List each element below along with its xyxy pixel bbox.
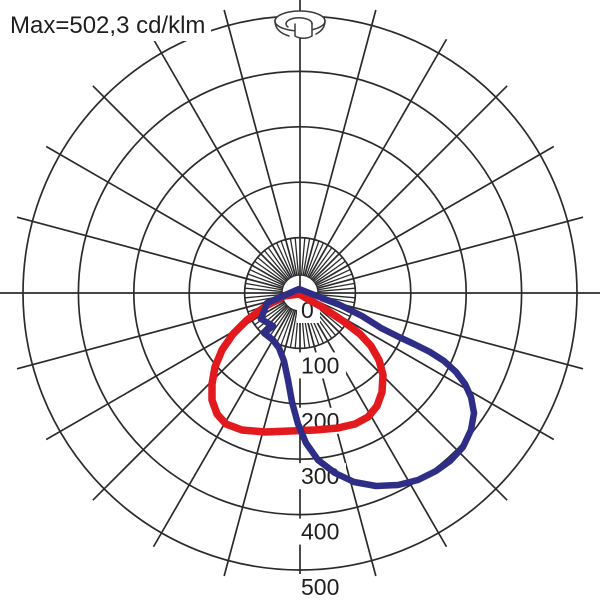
minor-spoke bbox=[275, 242, 293, 277]
major-spoke bbox=[16, 296, 283, 370]
major-spoke bbox=[152, 308, 292, 548]
blue-plane-curve bbox=[257, 285, 478, 490]
minor-spoke bbox=[307, 242, 325, 277]
major-spoke bbox=[315, 301, 555, 441]
minor-spoke bbox=[267, 247, 291, 279]
minor-spoke bbox=[316, 268, 351, 286]
major-spoke bbox=[92, 305, 288, 501]
minor-spoke bbox=[254, 260, 286, 284]
max-intensity-label: Max=502,3 cd/klm bbox=[8, 11, 212, 41]
major-spoke bbox=[317, 216, 584, 290]
major-spoke bbox=[16, 216, 283, 290]
minor-spoke bbox=[311, 250, 337, 280]
scale-label-mask bbox=[297, 574, 346, 600]
luminaire-symbol-icon bbox=[274, 10, 326, 39]
minor-spoke bbox=[257, 256, 287, 282]
minor-spoke bbox=[245, 282, 283, 291]
scale-label-mask bbox=[297, 518, 346, 545]
major-spoke bbox=[45, 145, 285, 285]
red-plane-curve bbox=[208, 290, 387, 436]
radial-scale-label: 500 bbox=[301, 574, 339, 600]
radial-scale-label: 400 bbox=[301, 519, 339, 545]
minor-spoke bbox=[302, 238, 311, 276]
grid-ring bbox=[77, 70, 523, 516]
major-spoke bbox=[312, 305, 508, 501]
major-spoke bbox=[223, 310, 297, 577]
major-spoke bbox=[308, 38, 448, 278]
minor-spoke bbox=[316, 273, 353, 288]
major-spoke bbox=[223, 9, 297, 276]
minor-spoke bbox=[267, 307, 291, 339]
grid-ring bbox=[243, 236, 357, 350]
minor-spoke bbox=[244, 293, 283, 299]
minor-spoke bbox=[257, 304, 287, 330]
major-spoke bbox=[317, 296, 584, 370]
minor-spoke bbox=[249, 268, 284, 286]
minor-spoke bbox=[289, 310, 298, 348]
radial-scale-label: 300 bbox=[301, 463, 339, 489]
minor-spoke bbox=[314, 260, 346, 284]
minor-spoke bbox=[280, 240, 295, 277]
minor-spoke bbox=[317, 282, 355, 291]
minor-spoke bbox=[244, 287, 283, 293]
minor-spoke bbox=[313, 256, 343, 282]
major-spoke bbox=[92, 85, 288, 281]
minor-spoke bbox=[309, 247, 333, 279]
minor-spoke bbox=[294, 237, 300, 276]
minor-spoke bbox=[263, 250, 289, 280]
major-spoke bbox=[312, 85, 508, 281]
radial-scale-label: 100 bbox=[301, 352, 339, 378]
minor-spoke bbox=[317, 293, 356, 299]
major-spoke bbox=[308, 308, 448, 548]
major-spoke bbox=[315, 145, 555, 285]
minor-spoke bbox=[317, 287, 356, 293]
grid-ring bbox=[132, 125, 468, 461]
minor-spoke bbox=[275, 309, 293, 344]
minor-spoke bbox=[289, 238, 298, 276]
scale-label-mask bbox=[297, 352, 346, 379]
minor-spoke bbox=[300, 237, 306, 276]
major-spoke bbox=[152, 38, 292, 278]
major-spoke bbox=[303, 9, 377, 276]
minor-spoke bbox=[247, 273, 284, 288]
minor-spoke bbox=[280, 309, 295, 346]
minor-spoke bbox=[305, 240, 320, 277]
grid-ring bbox=[188, 181, 412, 405]
